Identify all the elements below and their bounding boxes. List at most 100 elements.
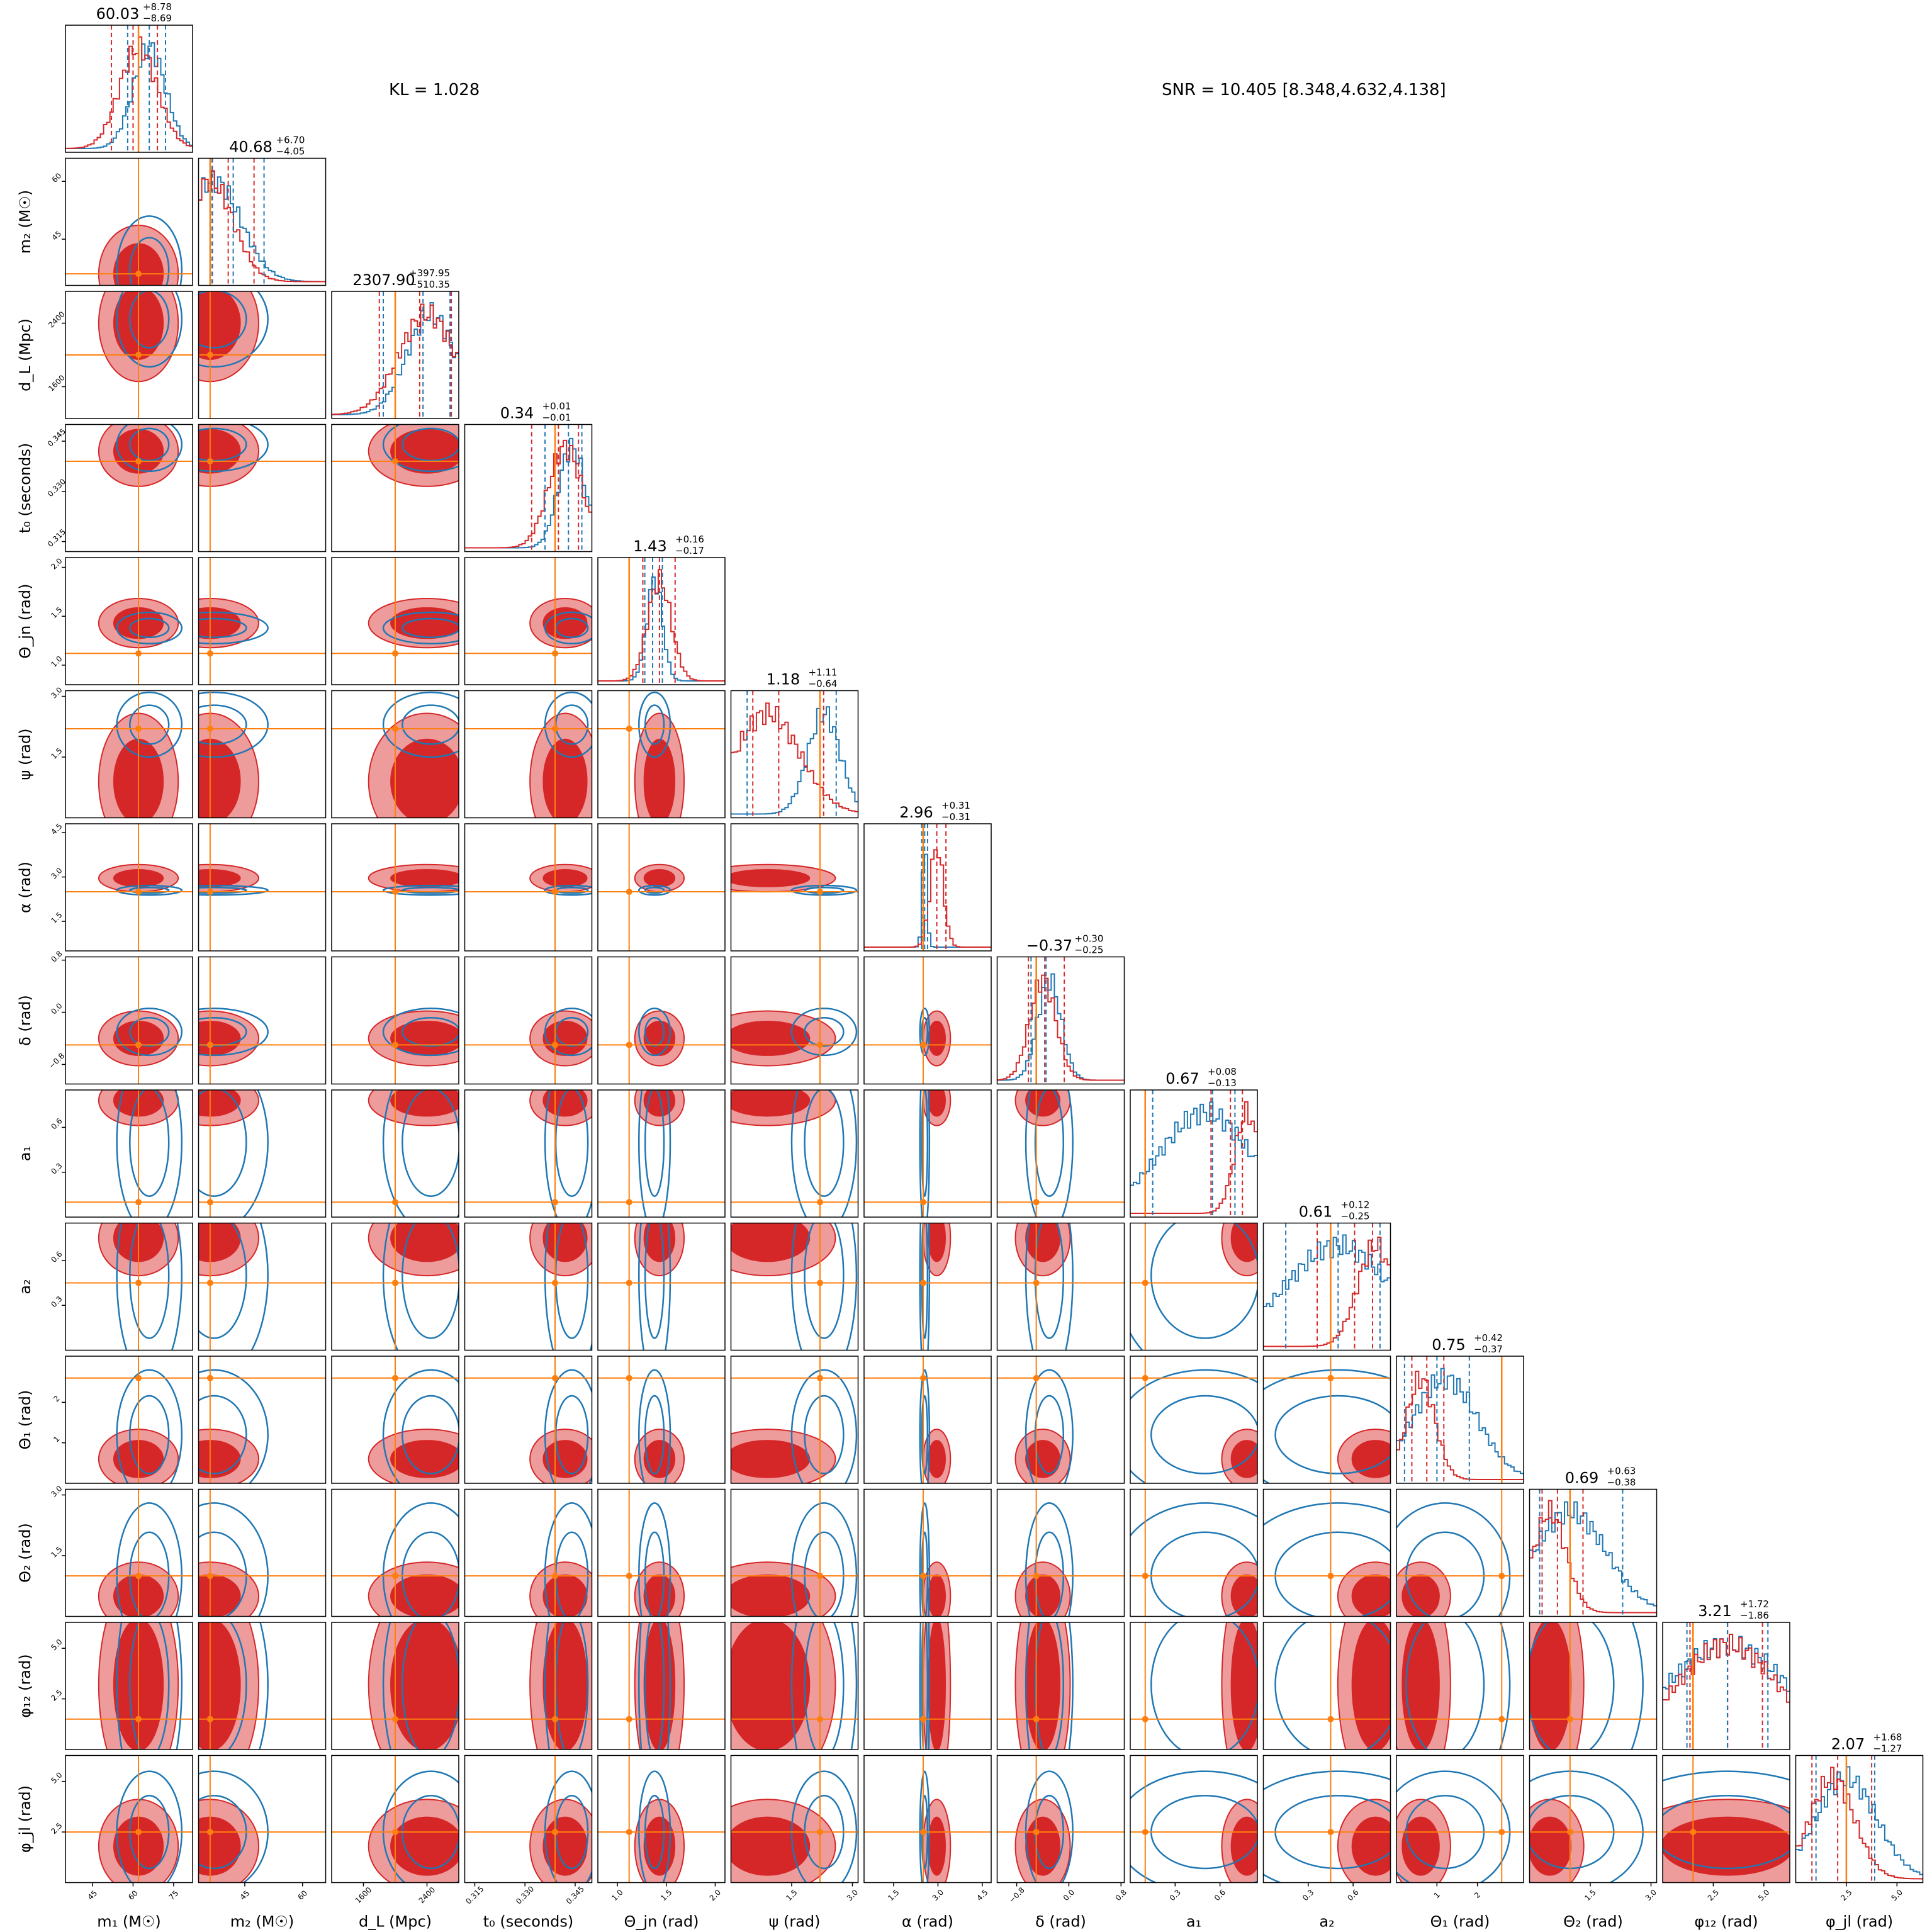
panel-frame [1262,1356,1391,1484]
inner-contour [1529,1816,1572,1876]
reference-contour-1 [116,1090,183,1217]
injection-point [206,889,213,896]
injection-point [1142,1279,1149,1286]
median-label: 0.61 [1299,1203,1332,1221]
lower-error-label: −0.38 [1607,1477,1636,1488]
inner-contour [928,1021,946,1056]
panel-frame [730,956,859,1085]
reference-contour-1 [116,1369,183,1483]
reference-contour-1 [638,691,671,758]
contour-panel-6-5 [730,823,859,952]
contour-panel-8-3 [464,1089,593,1218]
x-tick-label: 0.6 [1345,1888,1360,1902]
injection-point [392,1374,398,1381]
contour-panel-13-4: 1.0 1.5 2.0 Θ_jn (rad) [597,1755,726,1931]
injection-point [1033,1829,1040,1836]
inner-contour [643,1622,676,1749]
injection-point [919,1042,926,1048]
contour-panel-2-1 [198,291,327,419]
x-tick-label: 1.5 [784,1888,799,1902]
x-tick-label: 45 [86,1889,99,1902]
reference-contour-0 [198,704,247,745]
inner-contour [643,1574,676,1617]
injection-point [392,725,398,732]
contour-panel-12-7 [996,1622,1125,1750]
inner-contour [731,1090,811,1117]
reference-contour-0 [129,1622,170,1749]
median-label: 40.68 [229,138,272,156]
panel-frame [65,690,193,819]
reference-contour-1 [198,884,269,896]
reference-contour-1 [1025,1369,1074,1483]
reference-contour-0 [198,427,247,462]
inner-contour [731,1622,811,1749]
x-axis-label-rad: ψ (rad) [769,1913,821,1931]
y-axis-label-rad: Θ₁ (rad) [16,1390,34,1450]
contour-panel-9-6 [863,1222,992,1351]
panel-frame [597,1622,726,1750]
y-axis-label-m-m: m₂ (M☉) [16,190,34,254]
posterior-histogram [65,36,193,149]
contour-panel-12-9 [1262,1622,1391,1750]
panel-frame [464,1222,593,1351]
injection-point [206,650,213,657]
upper-error-label: +397.95 [409,267,450,279]
y-tick-label: 1600 [47,373,66,393]
contour-panel-7-4 [597,956,726,1085]
histogram-panel-1: 40.68 +6.70−4.05 [198,135,327,286]
injection-point [1327,1829,1334,1836]
reference-contour-0 [554,617,589,639]
x-tick-label: 60 [126,1889,140,1902]
median-label: 2.07 [1831,1736,1865,1753]
contour-panel-2-0: 1600 2400 d_L (Mpc) [16,291,193,419]
contour-panel-8-0: 0.3 0.6 a₁ [16,1089,193,1218]
x-tick-label: 60 [296,1889,309,1902]
reference-contour-1 [116,424,183,473]
x-tick-label: 3.0 [1644,1888,1658,1902]
reference-contour-1 [1263,1369,1391,1483]
y-tick-label: 0.330 [46,477,67,498]
reference-contour-1 [198,424,269,473]
y-axis-label-rad: Θ₂ (rad) [16,1523,34,1583]
contour-panel-11-10 [1396,1488,1524,1617]
panel-frame [730,1356,859,1484]
inner-contour [390,607,459,639]
injection-point [919,1199,926,1206]
inner-contour [542,1440,588,1478]
reference-contour-0 [402,1622,459,1749]
reference-histogram [1795,1766,1923,1875]
injection-point [135,1716,142,1722]
injection-point [1142,1374,1149,1381]
panel-frame [65,823,193,952]
contour-panel-1-0: 45 60 m₂ (M☉) [16,157,193,286]
posterior-histogram [1263,1236,1391,1347]
injection-point [1033,1199,1040,1206]
reference-contour-1 [638,884,671,896]
histogram-panel-4: 1.43 +0.16−0.17 [597,534,726,685]
panel-frame [1130,1755,1258,1884]
injection-point [919,1829,926,1836]
inner-contour [731,1223,811,1262]
reference-contour-1 [919,1369,931,1483]
y-tick-label: 5.0 [49,1770,64,1785]
reference-contour-0 [1274,1622,1391,1749]
panel-frame [1262,1622,1391,1750]
upper-error-label: +6.70 [276,135,305,146]
reference-contour-1 [1130,1770,1257,1883]
reference-contour-1 [919,1008,931,1057]
contour-panel-13-12: 2.5 5.0 φ₁₂ (rad) [1662,1755,1790,1931]
upper-error-label: +0.12 [1341,1199,1370,1211]
x-tick-label: 2.5 [1706,1888,1721,1902]
reference-contour-1 [1130,1332,1143,1351]
inner-contour [731,869,811,887]
reference-contour-0 [129,1090,170,1197]
reference-contour-1 [382,1369,459,1483]
injection-point [135,271,142,278]
inner-contour [1351,1440,1391,1478]
reference-contour-0 [198,617,247,639]
reference-contour-0 [402,427,459,462]
contour-panel-3-1 [198,424,327,553]
panel-frame [996,1222,1125,1351]
reference-contour-0 [644,704,665,745]
injection-point [919,1279,926,1286]
